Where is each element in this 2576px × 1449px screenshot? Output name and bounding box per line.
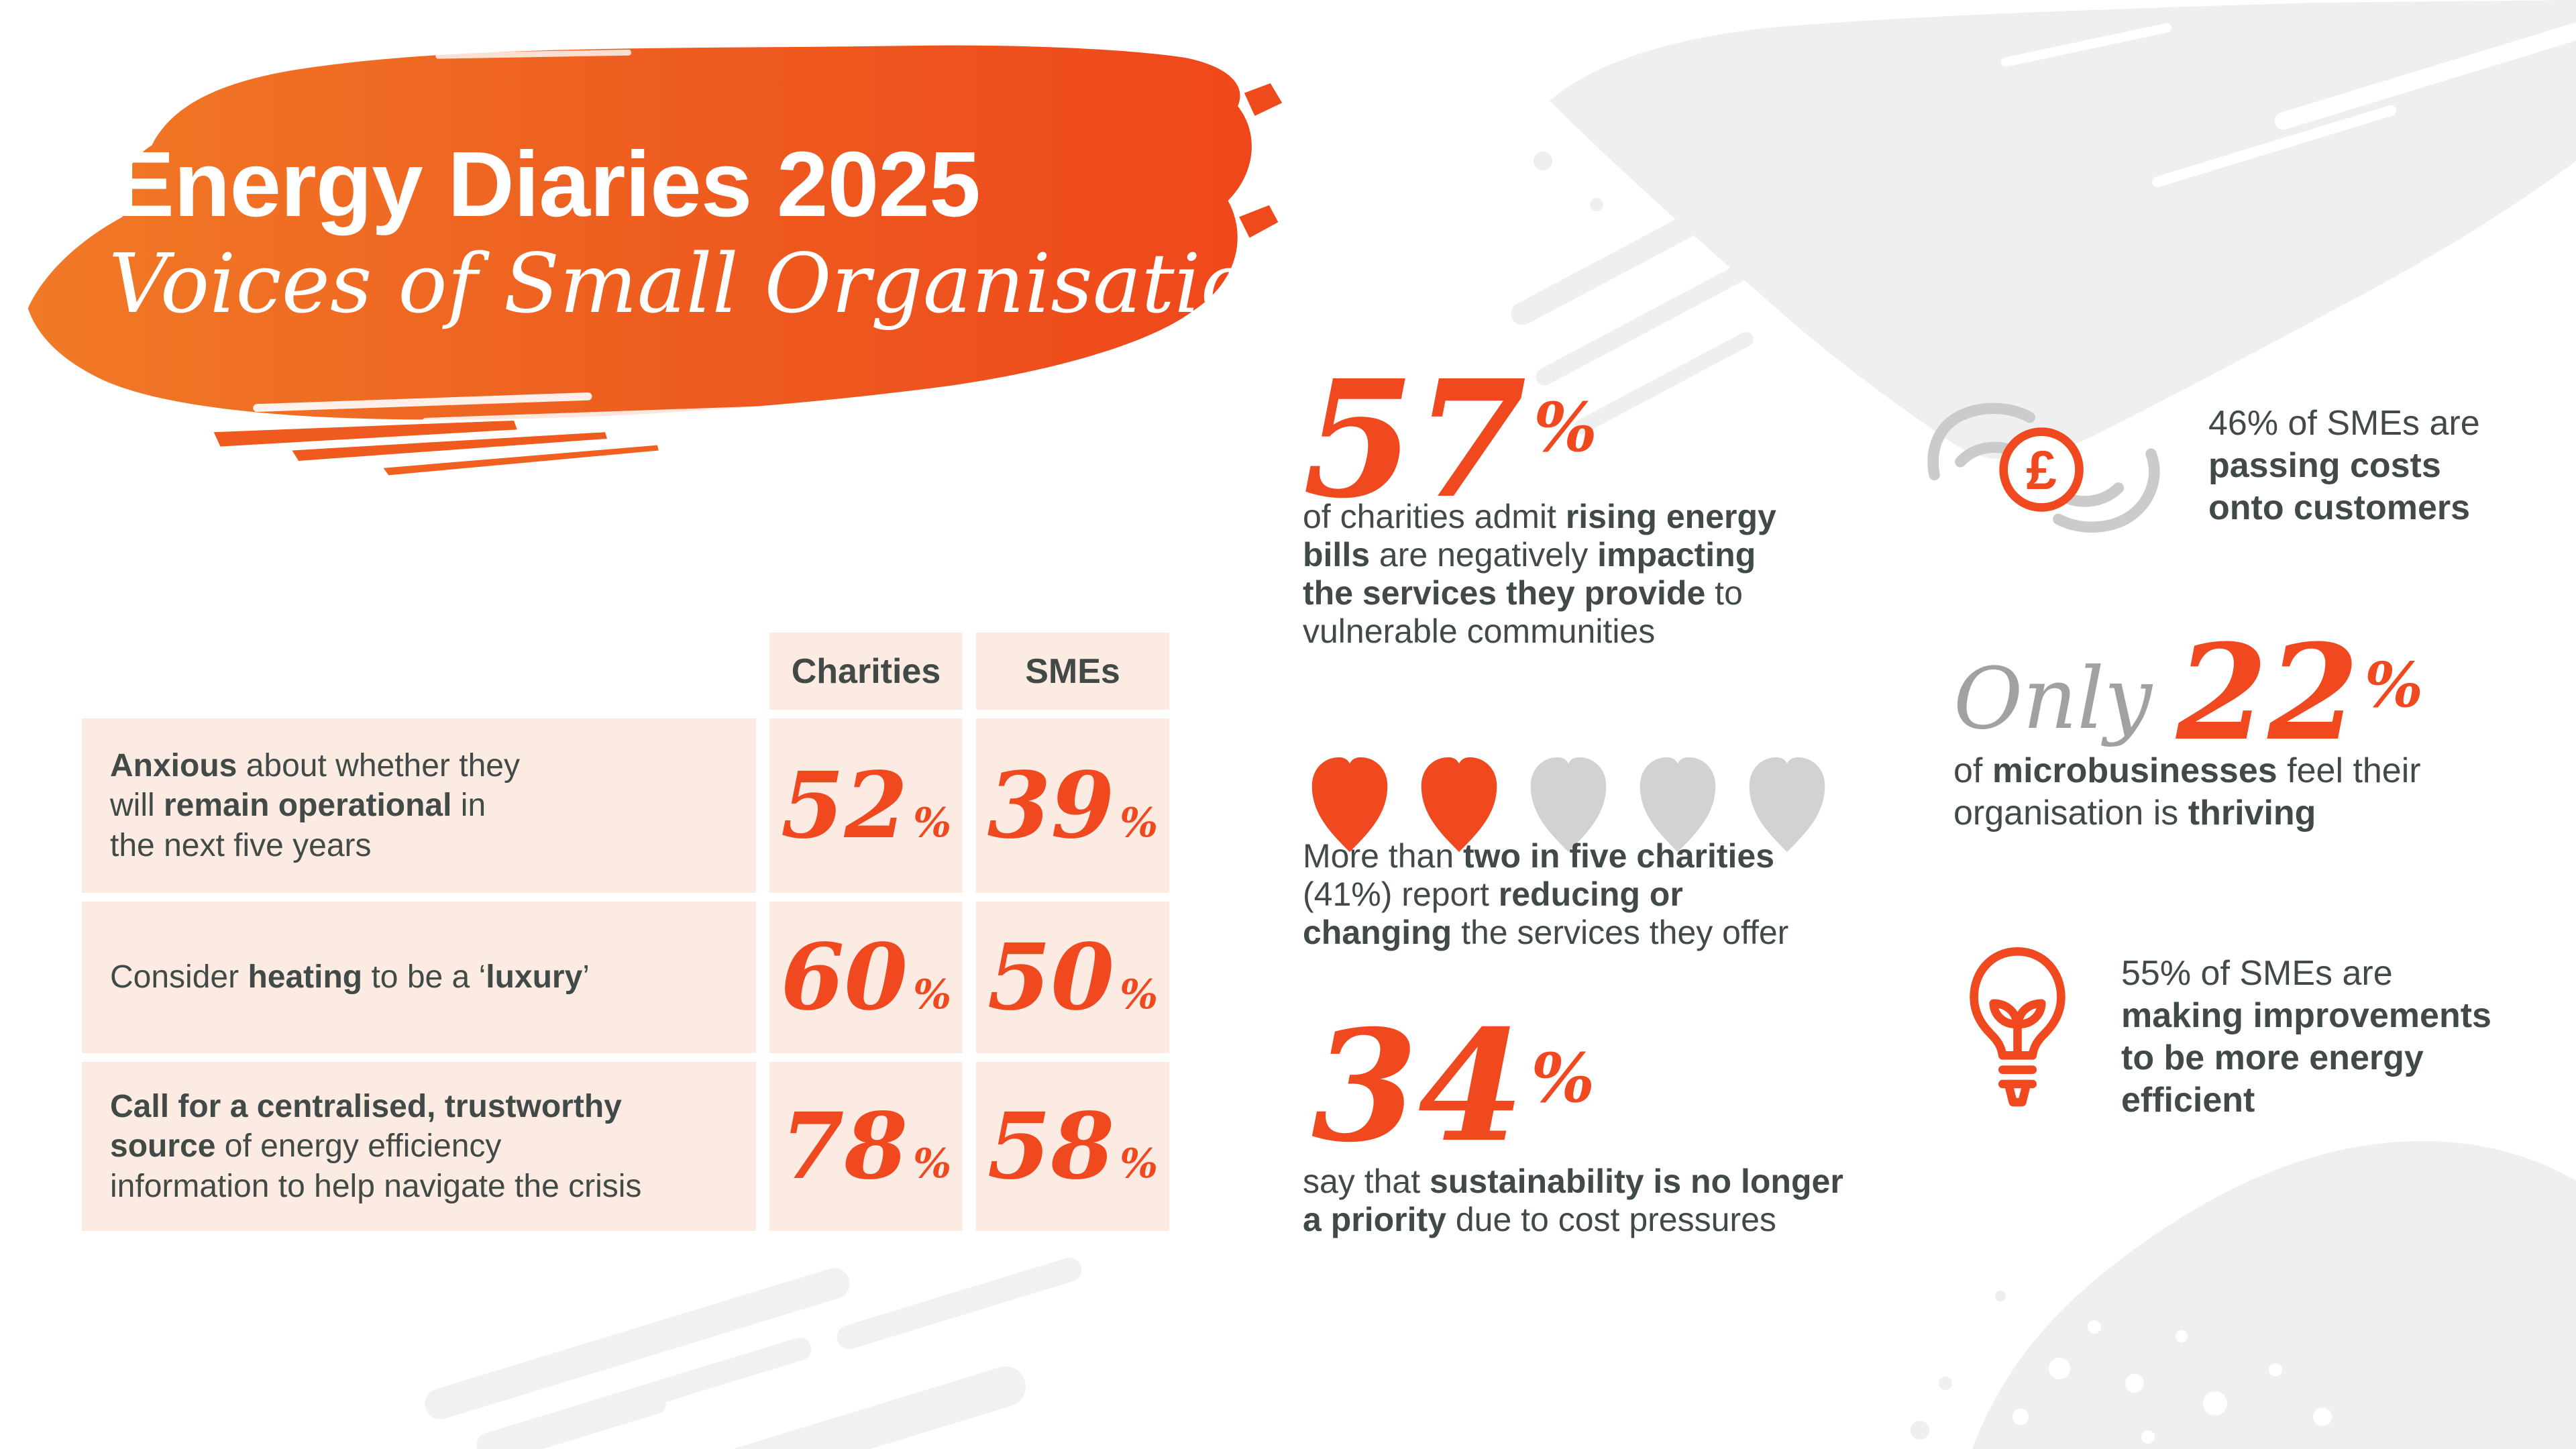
heart-icon-gray: [1640, 757, 1716, 853]
heart-icon-gray: [1749, 757, 1825, 853]
heart-icon: [1421, 757, 1497, 853]
pound-symbol: £: [2026, 440, 2056, 501]
table-row-label: Consider heating to be a ‘luxury’: [82, 902, 756, 1053]
heart-icon-gray: [1530, 757, 1607, 853]
table-value-smes: 50%: [976, 902, 1169, 1053]
table-value-charities: 60%: [769, 902, 963, 1053]
table-value-charities: 78%: [769, 1062, 963, 1231]
page-title: Energy Diaries 2025: [113, 133, 981, 236]
page-subtitle: Voices of Small Organisations: [109, 236, 1345, 331]
table-value-charities: 52%: [769, 718, 963, 893]
heart-icon: [1311, 757, 1388, 853]
table-value-smes: 58%: [976, 1062, 1169, 1231]
table-corner-spacer: [82, 633, 756, 710]
hearts-text: More than two in five charities (41%) re…: [1303, 837, 1789, 951]
table-row-label: Call for a centralised, trustworthy sour…: [82, 1062, 756, 1231]
gray-brush-bottom-right: [1911, 1140, 2576, 1449]
hearts-pictogram: [1305, 737, 1832, 856]
stat-34-text: say that sustainability is no longer a p…: [1303, 1163, 1843, 1238]
pound-coin-icon: [1999, 427, 2084, 512]
gray-brush-bottom-left: [425, 1257, 1082, 1449]
column-header-smes: SMEs: [976, 633, 1169, 710]
stat-57-number: 57 %: [1303, 345, 1598, 534]
hands-holding-pound-icon: £: [1927, 402, 2160, 533]
efficiency-text: 55% of SMEs are making improvements to b…: [2121, 954, 2491, 1120]
thriving-text: of microbusinesses feel their organisati…: [1953, 751, 2421, 833]
column-header-charities: Charities: [769, 633, 963, 710]
stat-57-text: of charities admit rising energy bills a…: [1303, 498, 1776, 650]
comparison-table: Charities SMEs Anxious about whether the…: [82, 633, 1169, 1231]
orange-brush-stroke: [28, 45, 1283, 476]
stat-22-number: Only 22 %: [1953, 616, 2424, 770]
passing-costs-text: 46% of SMEs are passing costs onto custo…: [2208, 404, 2480, 527]
gray-brush-top-right: [1511, 0, 2576, 460]
table-value-smes: 39%: [976, 718, 1169, 893]
stat-34-number: 34 %: [1311, 996, 1595, 1176]
lightbulb-plant-icon: [1970, 947, 2065, 1107]
table-row-label: Anxious about whether they will remain o…: [82, 718, 756, 893]
